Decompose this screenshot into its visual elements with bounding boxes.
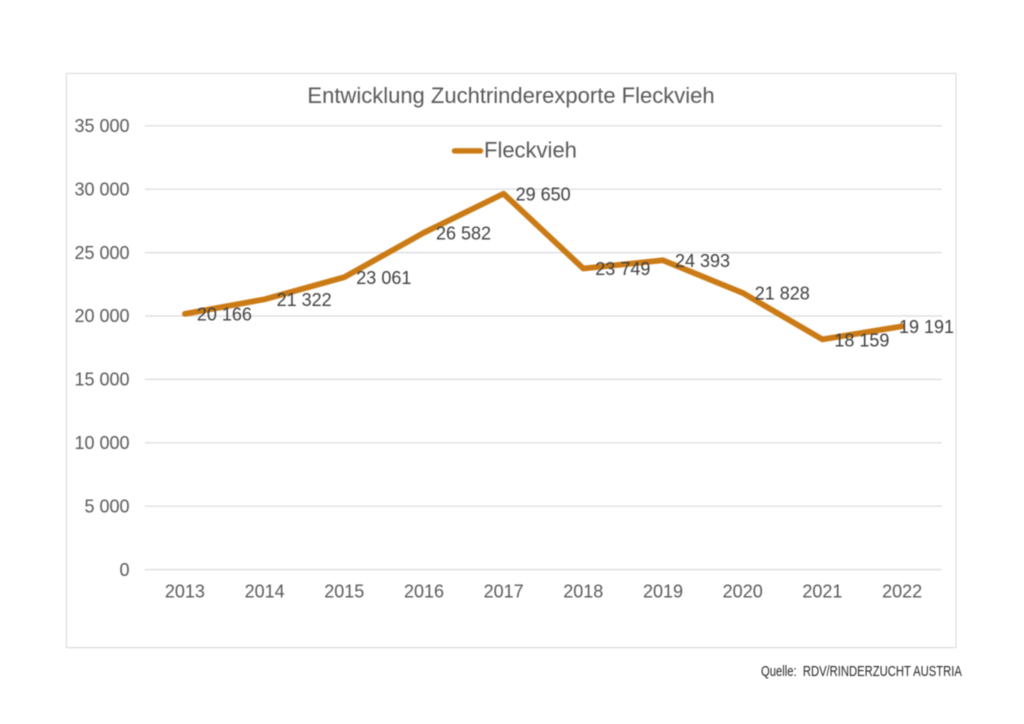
svg-text:2016: 2016 (404, 582, 444, 602)
svg-text:30 000: 30 000 (74, 179, 129, 199)
svg-text:Entwicklung Zuchtrinderexporte: Entwicklung Zuchtrinderexporte Fleckvieh (307, 83, 714, 108)
svg-text:26 582: 26 582 (436, 223, 491, 243)
svg-text:Fleckvieh: Fleckvieh (484, 138, 577, 163)
svg-text:23 061: 23 061 (356, 268, 411, 288)
svg-text:2020: 2020 (723, 582, 763, 602)
svg-text:29 650: 29 650 (516, 184, 571, 204)
svg-text:2013: 2013 (165, 582, 205, 602)
svg-text:25 000: 25 000 (74, 243, 129, 263)
svg-text:19 191: 19 191 (899, 317, 954, 337)
svg-text:2021: 2021 (802, 582, 842, 602)
svg-text:24 393: 24 393 (675, 251, 730, 271)
svg-text:18 159: 18 159 (834, 330, 889, 350)
svg-text:5 000: 5 000 (84, 496, 129, 516)
svg-text:21 322: 21 322 (277, 290, 332, 310)
svg-text:15 000: 15 000 (74, 370, 129, 390)
svg-text:2014: 2014 (245, 582, 285, 602)
svg-text:2019: 2019 (643, 582, 683, 602)
svg-text:20 166: 20 166 (197, 305, 252, 325)
svg-text:10 000: 10 000 (74, 433, 129, 453)
svg-text:35 000: 35 000 (74, 116, 129, 136)
svg-text:23 749: 23 749 (595, 259, 650, 279)
svg-text:21 828: 21 828 (755, 284, 810, 304)
svg-text:2018: 2018 (563, 582, 603, 602)
svg-text:0: 0 (119, 560, 129, 580)
svg-text:2017: 2017 (484, 582, 524, 602)
svg-text:20 000: 20 000 (74, 306, 129, 326)
svg-text:Quelle: RDV/RINDERZUCHT AUSTR: Quelle: RDV/RINDERZUCHT AUSTRIA (761, 662, 962, 679)
svg-text:2015: 2015 (324, 582, 364, 602)
svg-text:2022: 2022 (882, 582, 922, 602)
